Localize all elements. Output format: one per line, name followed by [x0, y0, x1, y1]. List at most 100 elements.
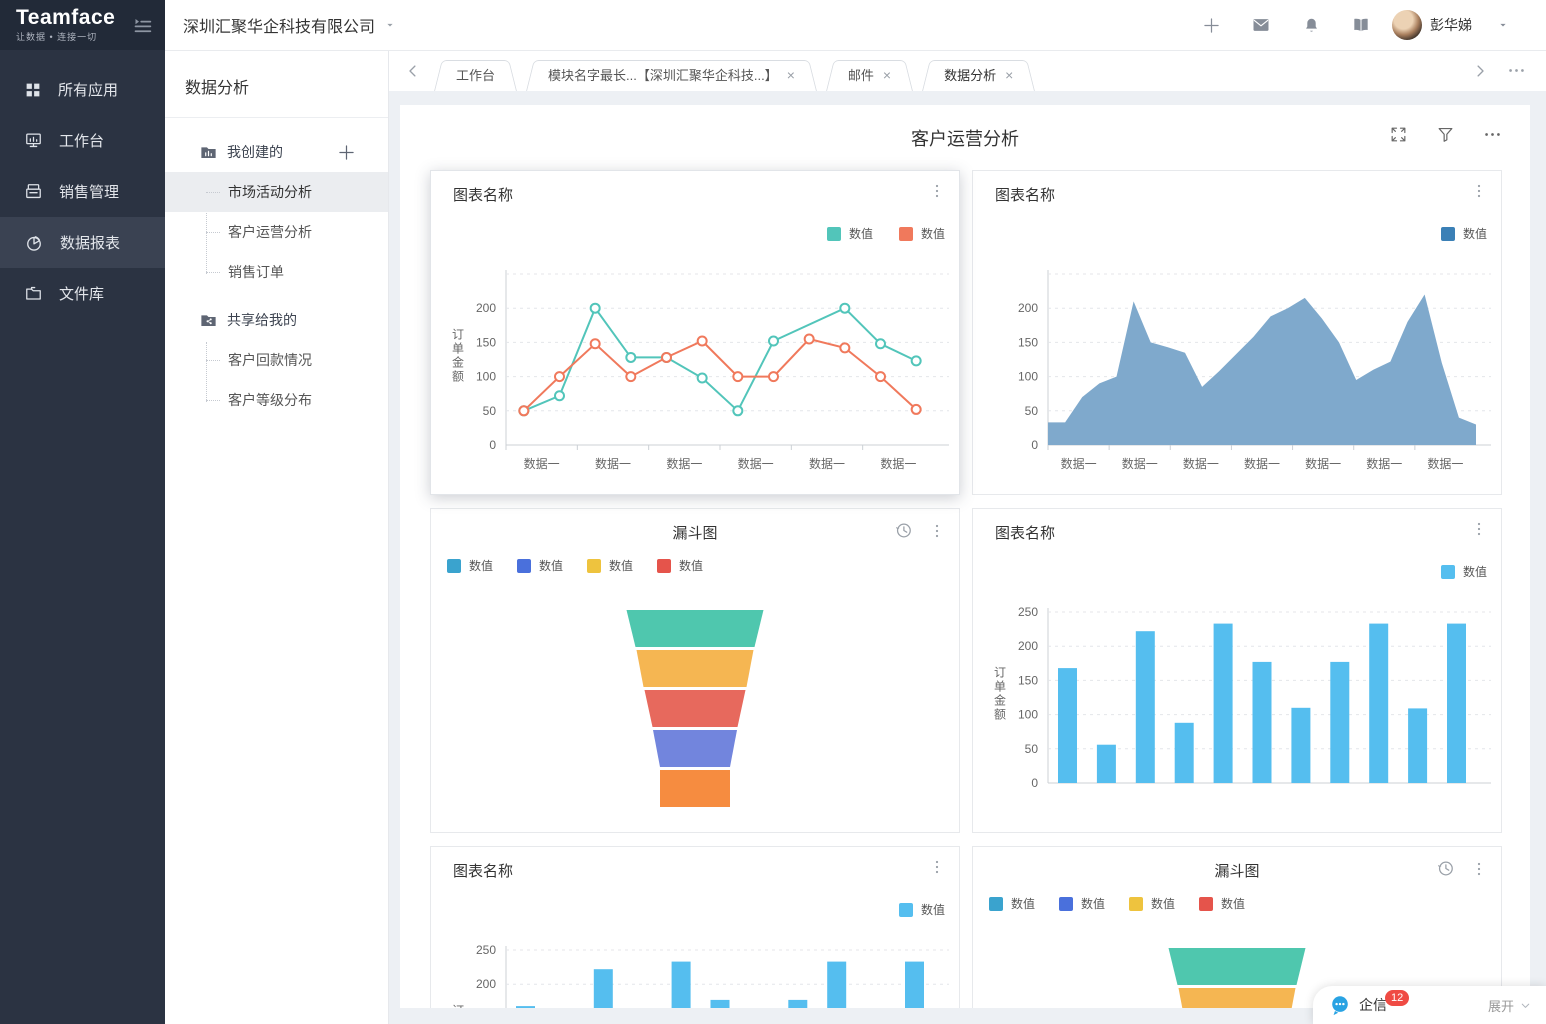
legend-item[interactable]: 数值	[587, 557, 633, 574]
tree-item-customer-operation-analysis[interactable]: 客户运营分析	[165, 212, 388, 252]
legend-swatch	[1199, 897, 1213, 911]
chart-title: 图表名称	[453, 184, 513, 205]
legend-item[interactable]: 数值	[1059, 895, 1105, 912]
tab-label: 工作台	[456, 68, 495, 83]
chart-card-6: 漏斗图数值数值数值数值	[972, 846, 1502, 1008]
svg-text:150: 150	[1018, 335, 1038, 349]
username[interactable]: 彭华娣	[1430, 15, 1472, 35]
main-sidebar: Teamface 让数据 • 连接一切 所有应用工作台销售管理数据报表文件库	[0, 0, 165, 1024]
sidebar-item-workbench[interactable]: 工作台	[0, 115, 165, 166]
chat-bar[interactable]: 企信 12 展开	[1313, 986, 1546, 1024]
svg-text:数据一: 数据一	[1244, 456, 1280, 471]
line-chart: 050100150200订单金额数据一数据一数据一数据一数据一数据一	[431, 240, 959, 490]
tree-item-customer-payment-status[interactable]: 客户回款情况	[165, 340, 388, 380]
tree-item-market-activity-analysis[interactable]: 市场活动分析	[165, 172, 388, 212]
chart-more-icon[interactable]	[929, 183, 945, 199]
tab-mail[interactable]: 邮件×	[826, 60, 913, 91]
fullscreen-icon[interactable]	[1389, 125, 1408, 144]
user-menu-caret-icon[interactable]	[1478, 18, 1528, 32]
chart-cards-grid: 图表名称数值数值050100150200订单金额数据一数据一数据一数据一数据一数…	[400, 170, 1530, 1008]
sidebar-nav: 所有应用工作台销售管理数据报表文件库	[0, 50, 165, 319]
chart-more-icon[interactable]	[929, 859, 945, 875]
legend-label: 数值	[469, 557, 493, 574]
chat-expand-button[interactable]: 展开	[1488, 996, 1532, 1015]
tabs-scroll-right-icon[interactable]	[1471, 62, 1489, 80]
brand-logo: Teamface 让数据 • 连接一切	[16, 7, 115, 43]
tabs-scroll-left-icon[interactable]	[388, 62, 434, 80]
chart-card-actions	[1471, 183, 1487, 199]
tab-label: 数据分析	[944, 68, 996, 83]
chart-more-icon[interactable]	[1471, 521, 1487, 537]
sidebar-item-sales-management[interactable]: 销售管理	[0, 166, 165, 217]
legend-item[interactable]: 数值	[447, 557, 493, 574]
add-report-button[interactable]	[336, 142, 357, 163]
history-icon[interactable]	[894, 521, 913, 540]
legend-item[interactable]: 数值	[517, 557, 563, 574]
area-chart: 050100150200数据一数据一数据一数据一数据一数据一数据一	[973, 240, 1501, 490]
tree-section-my-created: 我创建的市场活动分析客户运营分析销售订单	[165, 132, 388, 292]
chart-title: 图表名称	[453, 860, 513, 881]
funnel-chart	[431, 578, 959, 828]
svg-text:50: 50	[1025, 404, 1039, 418]
tab-workbench[interactable]: 工作台	[434, 60, 517, 91]
notifications-icon[interactable]	[1286, 16, 1336, 35]
chat-expand-label: 展开	[1488, 996, 1514, 1015]
svg-text:订单金额: 订单金额	[994, 666, 1006, 722]
chart-card-actions	[894, 521, 945, 540]
chart-card-3: 漏斗图数值数值数值数值	[430, 508, 960, 833]
legend-swatch	[899, 227, 913, 241]
bar-chart: 050100150200250订单金额	[431, 916, 959, 1008]
sidebar-item-label: 数据报表	[60, 232, 120, 253]
chart-card-actions	[929, 859, 945, 875]
chart-more-icon[interactable]	[929, 521, 945, 540]
tree-item-sales-orders[interactable]: 销售订单	[165, 252, 388, 292]
tab-close-icon[interactable]: ×	[1005, 67, 1013, 83]
sidebar-item-data-reports[interactable]: 数据报表	[0, 217, 165, 268]
tabs-more-icon[interactable]	[1507, 61, 1526, 80]
company-switcher[interactable]: 深圳汇聚华企科技有限公司	[183, 13, 397, 37]
svg-text:200: 200	[1018, 301, 1038, 315]
svg-text:150: 150	[476, 335, 496, 349]
legend-swatch	[899, 903, 913, 917]
tree-group-label: 我创建的	[227, 142, 283, 162]
tab-close-icon[interactable]: ×	[883, 67, 891, 83]
legend-swatch	[517, 559, 531, 573]
folder-share-icon	[199, 311, 218, 330]
tree-group-shared-with-me[interactable]: 共享给我的	[165, 300, 388, 340]
svg-text:0: 0	[1031, 776, 1038, 790]
legend-swatch	[827, 227, 841, 241]
svg-text:50: 50	[483, 404, 497, 418]
board-more-icon[interactable]	[1483, 125, 1502, 144]
tree-group-my-created[interactable]: 我创建的	[165, 132, 388, 172]
tab-close-icon[interactable]: ×	[787, 67, 795, 83]
tab-data-analysis[interactable]: 数据分析 ×	[922, 60, 1035, 91]
chevron-down-icon	[1519, 999, 1532, 1012]
collapse-sidebar-icon[interactable]	[132, 15, 153, 36]
legend-item[interactable]: 数值	[657, 557, 703, 574]
svg-text:数据一: 数据一	[1183, 456, 1219, 471]
filter-icon[interactable]	[1436, 125, 1455, 144]
add-button[interactable]	[1186, 15, 1236, 36]
mail-icon[interactable]	[1236, 15, 1286, 35]
tab-long-module[interactable]: 模块名字最长...【深圳汇聚华企科技...】×	[526, 60, 817, 91]
legend-item[interactable]: 数值	[1129, 895, 1175, 912]
legend-item[interactable]: 数值	[1199, 895, 1245, 912]
tree-item-customer-level-distribution[interactable]: 客户等级分布	[165, 380, 388, 420]
address-book-icon[interactable]	[1336, 15, 1386, 35]
chart-card-actions	[1436, 859, 1487, 878]
history-icon[interactable]	[1436, 859, 1455, 878]
legend-item[interactable]: 数值	[989, 895, 1035, 912]
chart-more-icon[interactable]	[1471, 859, 1487, 878]
svg-text:订单金额: 订单金额	[452, 1004, 464, 1009]
folder-chart-icon	[199, 143, 218, 162]
sidebar-item-label: 工作台	[59, 130, 104, 151]
avatar[interactable]	[1392, 10, 1422, 40]
bar-chart: 050100150200250订单金额	[973, 578, 1501, 828]
chat-bubble-icon	[1329, 994, 1351, 1016]
sidebar-item-file-library[interactable]: 文件库	[0, 268, 165, 319]
main-content: 客户运营分析 图表名称数值数值050100150200订单金额数据一数据一数据一…	[388, 91, 1546, 1024]
chart-more-icon[interactable]	[1471, 183, 1487, 199]
svg-text:100: 100	[1018, 708, 1038, 722]
sidebar-item-all-apps[interactable]: 所有应用	[0, 64, 165, 115]
report-sidebar-title: 数据分析	[165, 50, 388, 118]
